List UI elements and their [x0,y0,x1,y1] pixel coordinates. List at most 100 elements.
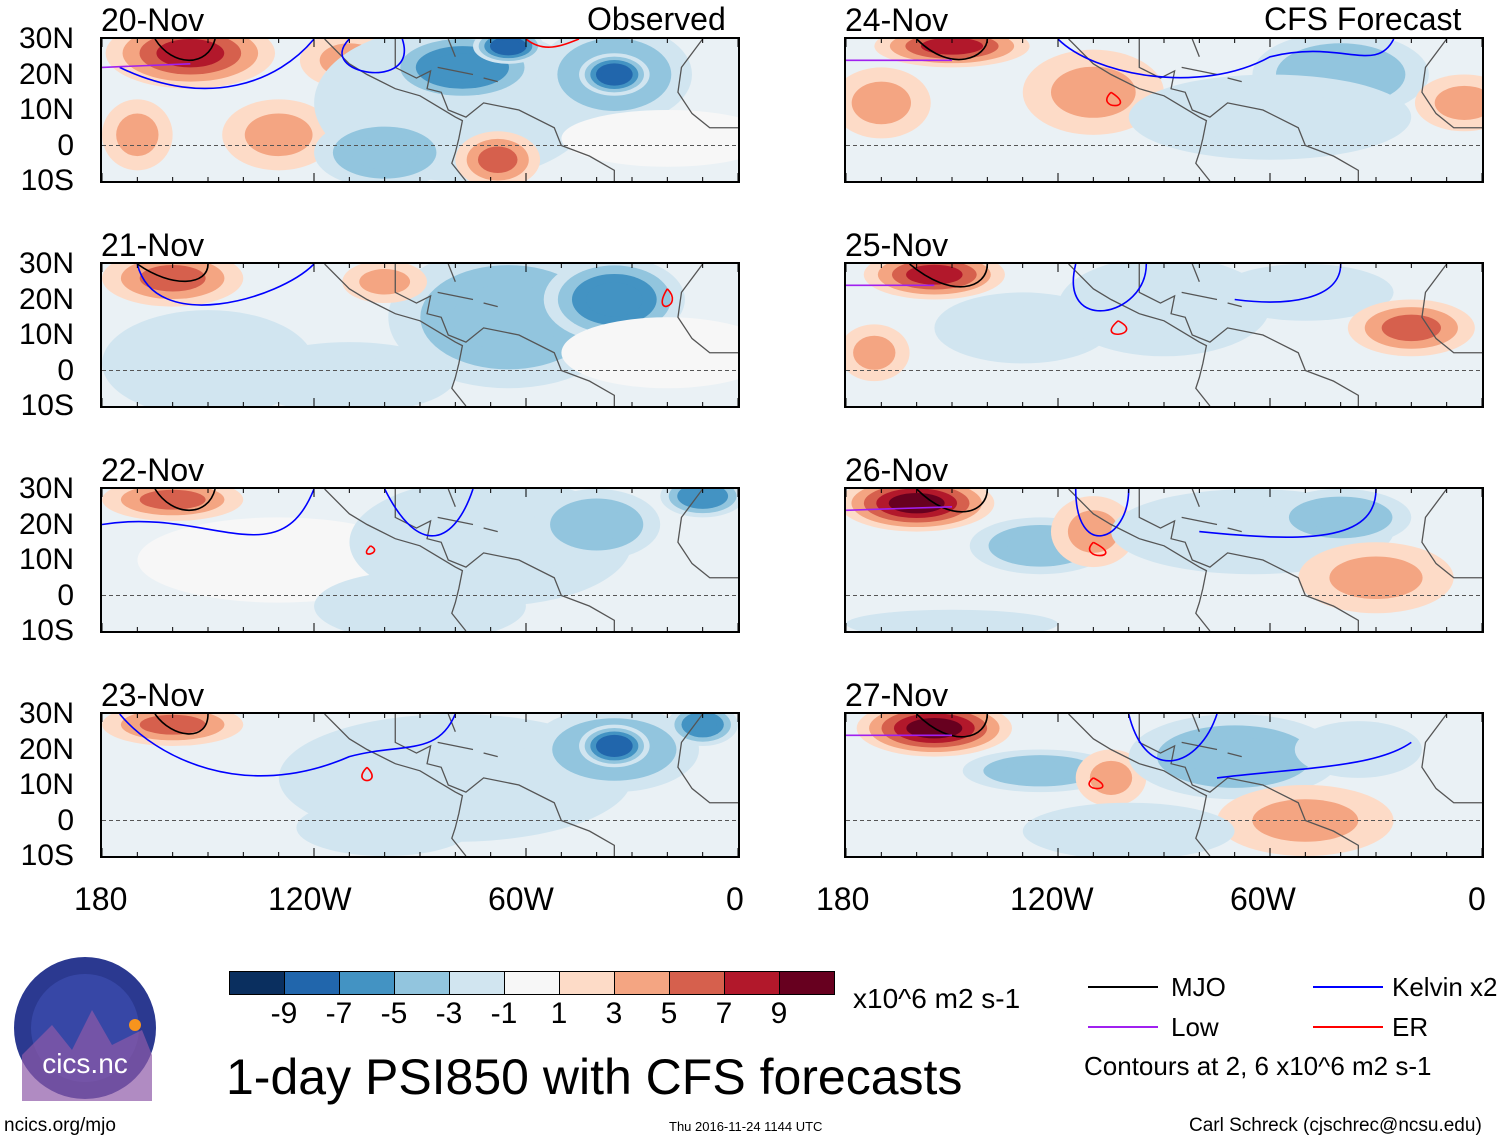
wave-contour [119,39,315,90]
anomaly-region [144,331,272,396]
anomaly-region [888,615,1016,631]
coastline [437,516,474,526]
anomaly-region [920,39,984,55]
colorbar-tick: 7 [715,997,733,1030]
anomaly-region [586,282,643,317]
coastline [394,489,615,631]
lat-label: 20N [18,57,74,91]
anomaly-region [1329,556,1423,600]
lon-label: 180 [816,881,870,917]
coastline [1227,302,1242,308]
colorbar-tick: 5 [660,997,678,1030]
panel-date: 22-Nov [101,452,205,488]
anomaly-region [601,66,628,83]
map-panel-23-nov [100,712,740,858]
lon-label: 0 [726,881,744,917]
map-panel-26-nov [844,487,1484,633]
colorbar-tick: 3 [605,997,623,1030]
panel-date: 24-Nov [845,2,949,38]
lat-label: 10N [18,93,74,126]
lat-label: 30N [18,472,74,505]
coastline [1421,264,1482,354]
wave-contour [154,714,209,735]
lat-label: 30N [18,697,74,730]
colorbar-swatch [615,972,670,994]
anomaly-region [477,146,518,173]
colorbar [229,971,835,995]
legend-kelvin-line [1313,986,1383,988]
anomaly-region [331,810,438,845]
colorbar-tick: -1 [490,997,518,1030]
legend-er-line [1313,1026,1383,1028]
wave-contour [1088,777,1104,790]
observed-header: Observed [587,1,726,37]
figure-title: 1-day PSI850 with CFS forecasts [226,1049,963,1105]
coastline [1068,264,1211,406]
map-panel-27-nov [844,712,1484,858]
anomaly-region [888,492,945,514]
anomaly-region [139,264,206,292]
anomaly-region [1050,66,1136,118]
coastline [1138,714,1359,856]
anomaly-region [1089,760,1133,795]
colorbar-tick: -7 [325,997,353,1030]
colorbar-swatch [230,972,285,994]
lat-label: 20N [18,507,74,541]
coastline [1421,39,1482,129]
coastline [394,714,615,856]
colorbar-swatch [725,972,780,994]
coastline [1138,39,1359,181]
coastline [677,714,738,804]
wave-contour [1057,39,1395,79]
anomaly-region [567,507,627,542]
wave-contour [661,288,674,308]
wave-contour [909,264,989,288]
coastline [324,714,467,856]
coastline [1181,291,1218,301]
coastline [394,264,615,406]
coastline [1227,77,1242,83]
coastline [447,714,456,732]
anomaly-region [561,110,738,167]
anomaly-region [156,39,225,68]
colorbar-tick: -5 [380,997,408,1030]
footer-credit: Carl Schreck (cjschrec@ncsu.edu) [1189,1115,1482,1136]
lat-label: 10N [18,318,74,351]
anomaly-region [1004,760,1077,781]
coastline [483,752,498,758]
coastline [1421,489,1482,579]
coastline [1068,39,1211,181]
anomaly-region [351,136,418,170]
wave-contour [1106,91,1122,107]
coastline [1181,66,1218,76]
wave-contour [154,39,216,62]
lat-label: 0 [57,803,74,837]
anomaly-region [851,81,911,125]
lat-label: 0 [57,353,74,387]
coastline [1068,489,1211,631]
legend-er-label: ER [1392,1012,1429,1042]
anomaly-region [906,264,963,285]
footer-url[interactable]: ncics.org/mjo [4,1115,116,1136]
lat-label: 20N [18,282,74,316]
coastline [447,489,456,507]
anomaly-region [244,113,313,157]
legend-low-label: Low [1171,1012,1219,1042]
coastline [437,66,474,76]
colorbar-swatch [670,972,725,994]
lon-label: 60W [1230,881,1296,917]
coastline [437,291,474,301]
coastline [324,39,467,181]
anomaly-region [1100,276,1228,337]
wave-contour [1110,320,1128,336]
lat-label: 0 [57,578,74,612]
wave-contour [916,489,989,513]
coastline [447,264,456,282]
anomaly-region [688,716,717,734]
coastline [394,39,615,181]
coastline [1227,752,1242,758]
wave-contour [1127,714,1218,762]
wave-contour [119,714,457,777]
coastline [324,489,467,631]
colorbar-tick: 9 [770,997,788,1030]
